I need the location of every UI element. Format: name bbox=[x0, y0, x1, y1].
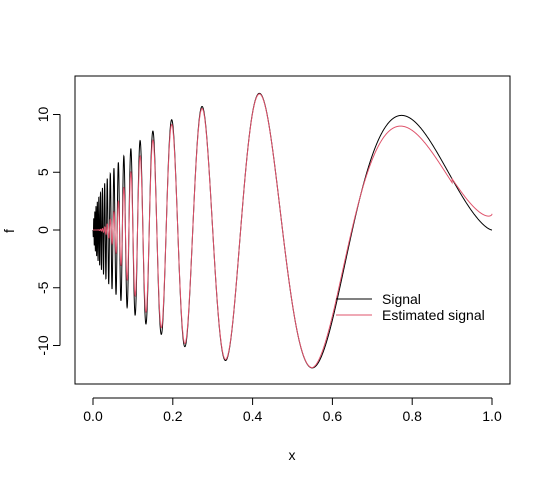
x-tick-label: 0.6 bbox=[323, 408, 343, 424]
plot-box bbox=[74, 75, 511, 385]
legend-label: Signal bbox=[382, 291, 421, 307]
y-tick-label: -10 bbox=[35, 335, 51, 355]
y-tick-label: 10 bbox=[35, 107, 51, 123]
series-line-signal bbox=[92, 92, 493, 369]
y-tick-label: 5 bbox=[35, 168, 51, 176]
x-tick-label: 0.2 bbox=[163, 408, 183, 424]
y-axis-label: f bbox=[1, 229, 17, 233]
legend-label: Estimated signal bbox=[382, 307, 485, 323]
x-axis-label: x bbox=[289, 447, 296, 463]
series-line-estimated-signal bbox=[93, 93, 493, 369]
x-tick-label: 0.8 bbox=[402, 408, 422, 424]
plot-lines bbox=[92, 92, 493, 369]
y-tick-label: 0 bbox=[35, 226, 51, 234]
x-axis: 0.0 0.2 0.4 0.6 0.8 1.0 bbox=[83, 397, 502, 424]
x-tick-label: 0.0 bbox=[83, 408, 103, 424]
x-tick-label: 1.0 bbox=[482, 408, 502, 424]
x-tick-label: 0.4 bbox=[243, 408, 263, 424]
y-axis: -10 -5 0 5 10 bbox=[35, 107, 61, 356]
y-tick-label: -5 bbox=[35, 281, 51, 294]
